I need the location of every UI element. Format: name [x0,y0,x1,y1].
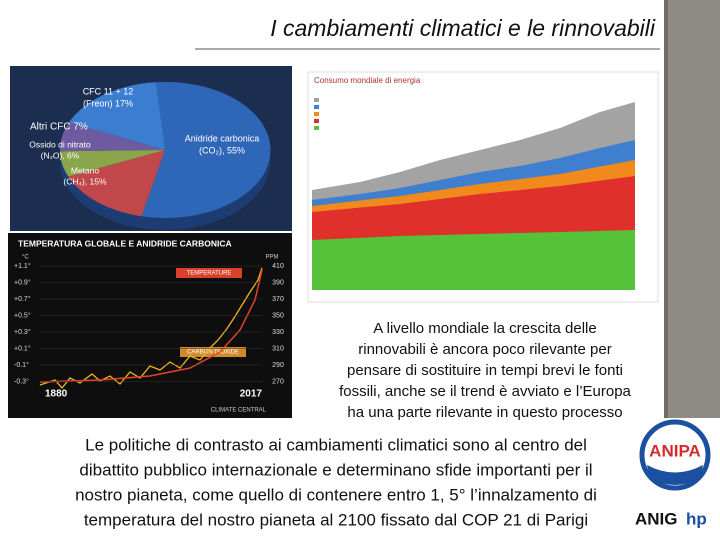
energy-image: Consumo mondiale di energia [307,71,659,303]
legend-swatch [314,112,319,116]
legend-swatch [314,105,319,109]
energy-title: Consumo mondiale di energia [314,76,421,85]
side-text-line: rinnovabili è ancora poco rilevante per [358,341,611,358]
body-text-line: temperatura del nostro pianeta al 2100 f… [84,510,588,529]
pie-label: (CO₂), 55% [199,145,245,155]
logo: ANIPA ANIG hp [630,418,720,540]
left-tick-label: +0.3° [14,328,31,336]
co2-curve [39,269,263,383]
right-tick-label: 370 [272,296,284,303]
year-label: 1880 [45,389,68,400]
body-text: Le politiche di contrasto ai cambiamenti… [75,435,597,529]
right-tick-label: 330 [272,329,284,336]
right-tick-label: 290 [272,362,284,369]
pie-label: (Freon) 17% [83,98,133,108]
right-tick-label: 310 [272,345,284,352]
pie-slice [68,150,165,217]
body-text-line: nostro pianeta, come quello di contenere… [75,485,597,504]
pie-label: CFC 11 + 12 [83,86,134,96]
side-text-line: A livello mondiale la crescita delle [373,320,596,337]
pie-slice [60,150,165,177]
logo-brand: ANIG [635,509,678,528]
left-tick-label: +0.7° [14,295,31,303]
year-label: 2017 [240,389,263,400]
series-tag-label: TEMPERATURE [187,271,232,277]
left-tick-label: -0.3° [14,377,29,385]
series-tag [180,347,246,357]
unit-label: PPM [265,255,278,261]
temperature-image: TEMPERATURA GLOBALE E ANIDRIDE CARBONICA… [8,233,292,418]
pie-slice [141,82,271,219]
logo-brand-suffix: hp [686,509,707,528]
pie-label: Ossido di nitrato [29,139,91,149]
legend-swatch [314,119,319,123]
pie-image: CFC 11 + 12 (Freon) 17% Altri CFC 7% Oss… [10,66,292,231]
side-text: A livello mondiale la crescita delle rinn… [339,320,631,421]
energy-area [312,230,635,290]
left-tick-label: +0.9° [14,278,31,286]
logo-name: ANIPA [649,441,701,460]
logo-wave [647,465,703,485]
side-text-line: ha una parte rilevante in questo process… [347,404,622,421]
legend-swatch [314,126,319,130]
right-tick-label: 390 [272,279,284,286]
pie-slice [59,122,166,152]
pie-label: Anidride carbonica [185,133,260,143]
left-tick-label: -0.1° [14,361,29,369]
left-tick-label: +0.1° [14,344,31,352]
series-tag-label: CARBON DIOXIDE [187,350,239,356]
title: I cambiamenti climatici e le rinnovabili [270,15,656,41]
side-text-line: pensare di sostituire in tempi brevi le … [347,362,623,379]
series-tag [176,268,242,278]
legend-swatch [314,98,319,102]
side-text-line: fossili, anche se il trend è avviato e l… [339,383,631,400]
right-tick-label: 270 [272,378,284,385]
pie-label: Metano [71,165,100,175]
body-text-line: dibattito pubblico internazionale e dete… [79,460,592,479]
pie-label: Altri CFC 7% [30,122,88,133]
left-tick-label: +1.1° [14,262,31,270]
source: CLIMATE CENTRAL [211,408,267,414]
side-strip-edge [664,0,668,540]
right-tick-label: 350 [272,312,284,319]
left-tick-label: +0.5° [14,311,31,319]
unit-label: °C [22,255,29,261]
pie-label: (N₂O), 6% [41,150,80,160]
pie-slice [69,82,165,150]
pie-label: (CH₄), 15% [63,176,107,186]
body-text-line: Le politiche di contrasto ai cambiamenti… [85,435,587,454]
temperature-curve [39,267,263,390]
temperature-title: TEMPERATURA GLOBALE E ANIDRIDE CARBONICA [18,238,232,248]
temperature-bg [8,233,292,418]
right-tick-label: 410 [272,263,284,270]
